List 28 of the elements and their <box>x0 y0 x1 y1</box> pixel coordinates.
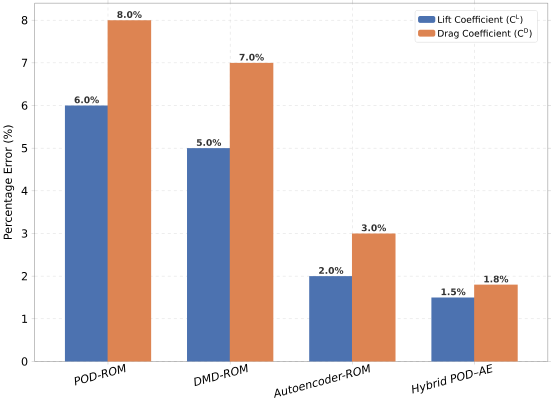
bar <box>108 20 152 362</box>
y-tick-label: 4 <box>22 186 28 195</box>
data-label: 2.0% <box>319 267 344 274</box>
bar <box>352 233 396 362</box>
data-label: 5.0% <box>196 139 222 146</box>
bar <box>309 276 353 362</box>
y-tick-label: 3 <box>22 229 28 238</box>
bar <box>474 284 518 362</box>
y-tick-label: 0 <box>22 357 28 366</box>
y-tick-label: 6 <box>22 101 28 110</box>
bar <box>230 62 274 362</box>
bar <box>431 297 475 362</box>
y-tick-label: 2 <box>22 272 27 280</box>
data-label: 6.0% <box>74 96 99 104</box>
legend-label: Lift Coefficient (C$^{L}$) <box>438 14 522 24</box>
data-label: 1.5% <box>442 288 466 296</box>
y-axis-title: Percentage Error (%) <box>3 125 14 240</box>
data-label: 7.0% <box>240 54 264 61</box>
y-tick-label: 1 <box>22 314 28 323</box>
legend-label: Drag Coefficient (C$^{D}$) <box>438 28 532 38</box>
bar <box>64 106 108 362</box>
y-tick-label: 7 <box>22 58 28 67</box>
bar <box>187 148 231 362</box>
data-label: 1.8% <box>484 276 508 282</box>
data-label: 8.0% <box>117 11 142 18</box>
y-tick-label: 8 <box>22 16 28 24</box>
data-label: 3.0% <box>362 224 386 232</box>
y-tick-label: 5 <box>22 144 28 152</box>
